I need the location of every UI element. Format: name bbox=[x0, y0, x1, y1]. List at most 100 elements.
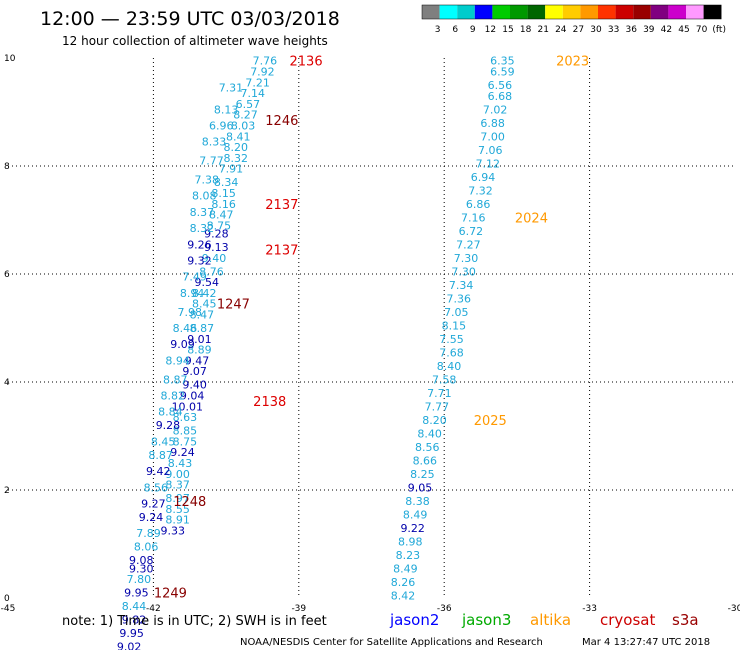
chart-title: 12:00 — 23:59 UTC 03/03/2018 bbox=[40, 8, 340, 30]
colorbar-label: 42 bbox=[661, 25, 672, 35]
wave-height-value: 8.40 bbox=[417, 427, 442, 440]
wave-height-value: 9.02 bbox=[117, 641, 142, 650]
colorbar-label: 9 bbox=[470, 25, 476, 35]
colorbar-swatch bbox=[598, 5, 616, 19]
wave-height-value: 8.20 bbox=[422, 414, 447, 427]
colorbar-label: 21 bbox=[537, 25, 548, 35]
colorbar-swatch bbox=[615, 5, 634, 19]
pass-time-label: 2025 bbox=[474, 414, 507, 429]
y-tick-label: 4 bbox=[4, 378, 10, 388]
wave-height-value: 8.15 bbox=[442, 319, 467, 332]
wave-height-value: 8.56 bbox=[415, 441, 440, 454]
wave-height-value: 8.32 bbox=[224, 152, 249, 165]
pass-time-label: 1247 bbox=[217, 298, 250, 313]
wave-height-value: 10.01 bbox=[172, 400, 204, 413]
colorbar-label: (ft) bbox=[712, 25, 726, 35]
wave-height-value: 8.49 bbox=[403, 508, 428, 521]
colorbar-legend: 3 6 9 12 15 18 21 24 27 30 33 36 39 42 45 70 (ft) bbox=[421, 4, 726, 35]
colorbar-label: 24 bbox=[555, 25, 567, 35]
wave-height-value: 8.45 bbox=[151, 435, 176, 448]
colorbar-label: 18 bbox=[520, 25, 532, 35]
wave-height-value: 8.76 bbox=[199, 265, 224, 278]
wave-height-value: 9.32 bbox=[187, 255, 212, 268]
wave-height-value: 8.37 bbox=[165, 479, 190, 492]
wave-height-value: 8.47 bbox=[209, 209, 234, 222]
wave-height-value: 7.89 bbox=[136, 527, 161, 540]
colorbar-label: 39 bbox=[643, 25, 655, 35]
y-tick-label: 10 bbox=[4, 54, 16, 64]
y-tick-label: 2 bbox=[4, 486, 10, 496]
wave-height-value: 6.35 bbox=[490, 55, 515, 68]
wave-height-value: 8.46 bbox=[173, 322, 198, 335]
wave-height-value: 8.13 bbox=[214, 103, 239, 116]
wave-height-value: 8.23 bbox=[396, 549, 421, 562]
wave-height-value: 7.34 bbox=[449, 279, 474, 292]
wave-height-value: 7.21 bbox=[245, 76, 270, 89]
wave-height-value: 7.31 bbox=[219, 82, 244, 95]
colorbar-label: 45 bbox=[678, 25, 689, 35]
wave-height-value: 6.96 bbox=[209, 120, 234, 133]
wave-height-value: 8.26 bbox=[391, 576, 416, 589]
wave-height-value: 7.92 bbox=[250, 66, 275, 79]
x-tick-label: -30 bbox=[728, 604, 740, 614]
wave-height-value: 8.38 bbox=[405, 495, 430, 508]
wave-height-value: 7.00 bbox=[480, 130, 505, 143]
wave-height-value: 9.42 bbox=[146, 465, 171, 478]
wave-height-value: 7.55 bbox=[439, 333, 464, 346]
wave-height-value: 8.44 bbox=[122, 600, 147, 613]
wave-height-value: 9.13 bbox=[204, 241, 229, 254]
wave-height-value: 8.63 bbox=[173, 411, 198, 424]
wave-height-value: 7.77 bbox=[425, 400, 450, 413]
wave-height-value: 8.89 bbox=[187, 344, 212, 357]
x-tick-label: -36 bbox=[437, 604, 452, 614]
wave-height-value: 9.07 bbox=[182, 365, 207, 378]
wave-height-value: 8.06 bbox=[134, 541, 159, 554]
wave-height-value: 6.59 bbox=[490, 66, 515, 79]
wave-height-value: 8.42 bbox=[192, 287, 217, 300]
x-tick-label: -39 bbox=[291, 604, 306, 614]
pass-time-label: 1246 bbox=[265, 114, 298, 129]
legend-jason3: jason3 bbox=[461, 611, 511, 629]
legend-altika: altika bbox=[530, 611, 571, 629]
wave-height-value: 8.55 bbox=[165, 503, 190, 516]
wave-height-value: 9.40 bbox=[202, 252, 227, 265]
colorbar-swatch bbox=[545, 5, 563, 19]
wave-height-value: 7.38 bbox=[194, 174, 219, 187]
wave-height-value: 7.02 bbox=[483, 103, 508, 116]
wave-height-value: 9.00 bbox=[165, 468, 190, 481]
colorbar-frame bbox=[421, 4, 722, 20]
wave-height-value: 7.05 bbox=[444, 306, 469, 319]
wave-height-value: 9.30 bbox=[129, 562, 154, 575]
wave-height-value: 9.05 bbox=[408, 481, 433, 494]
colorbar-swatch bbox=[474, 5, 493, 19]
wave-height-value: 6.94 bbox=[471, 171, 496, 184]
footer-timestamp: Mar 4 13:27:47 UTC 2018 bbox=[582, 637, 710, 648]
wave-height-value: 8.15 bbox=[211, 187, 236, 200]
wave-height-value: 8.66 bbox=[413, 454, 438, 467]
wave-height-value: 8.91 bbox=[165, 514, 190, 527]
wave-height-value: 8.34 bbox=[214, 176, 239, 189]
colorbar-swatch bbox=[492, 5, 510, 19]
wave-height-value: 8.49 bbox=[393, 562, 418, 575]
wave-height-value: 9.95 bbox=[119, 627, 144, 640]
footer-credit: NOAA/NESDIS Center for Satellite Applica… bbox=[240, 637, 543, 648]
wave-height-value: 8.40 bbox=[437, 360, 462, 373]
wave-height-value: 9.01 bbox=[187, 333, 212, 346]
wave-height-value: 9.54 bbox=[194, 276, 219, 289]
colorbar-label: 15 bbox=[502, 25, 513, 35]
wave-height-value: 8.43 bbox=[168, 457, 193, 470]
wave-height-value: 6.86 bbox=[466, 198, 491, 211]
wave-height-value: 8.75 bbox=[173, 435, 198, 448]
colorbar-swatch bbox=[580, 5, 598, 19]
wave-height-value: 7.30 bbox=[454, 252, 479, 265]
colorbar-swatch bbox=[527, 5, 546, 19]
wave-height-value: 8.84 bbox=[158, 406, 183, 419]
wave-height-value: 7.77 bbox=[199, 155, 224, 168]
wave-height-value: 6.56 bbox=[488, 79, 513, 92]
wave-height-value: 8.37 bbox=[190, 206, 215, 219]
wave-height-value: 6.72 bbox=[459, 225, 484, 238]
wave-height-value: 7.71 bbox=[427, 387, 452, 400]
wave-height-value: 9.95 bbox=[124, 587, 149, 600]
pass-time-label: 2024 bbox=[515, 211, 548, 226]
wave-height-value: 8.47 bbox=[190, 309, 215, 322]
